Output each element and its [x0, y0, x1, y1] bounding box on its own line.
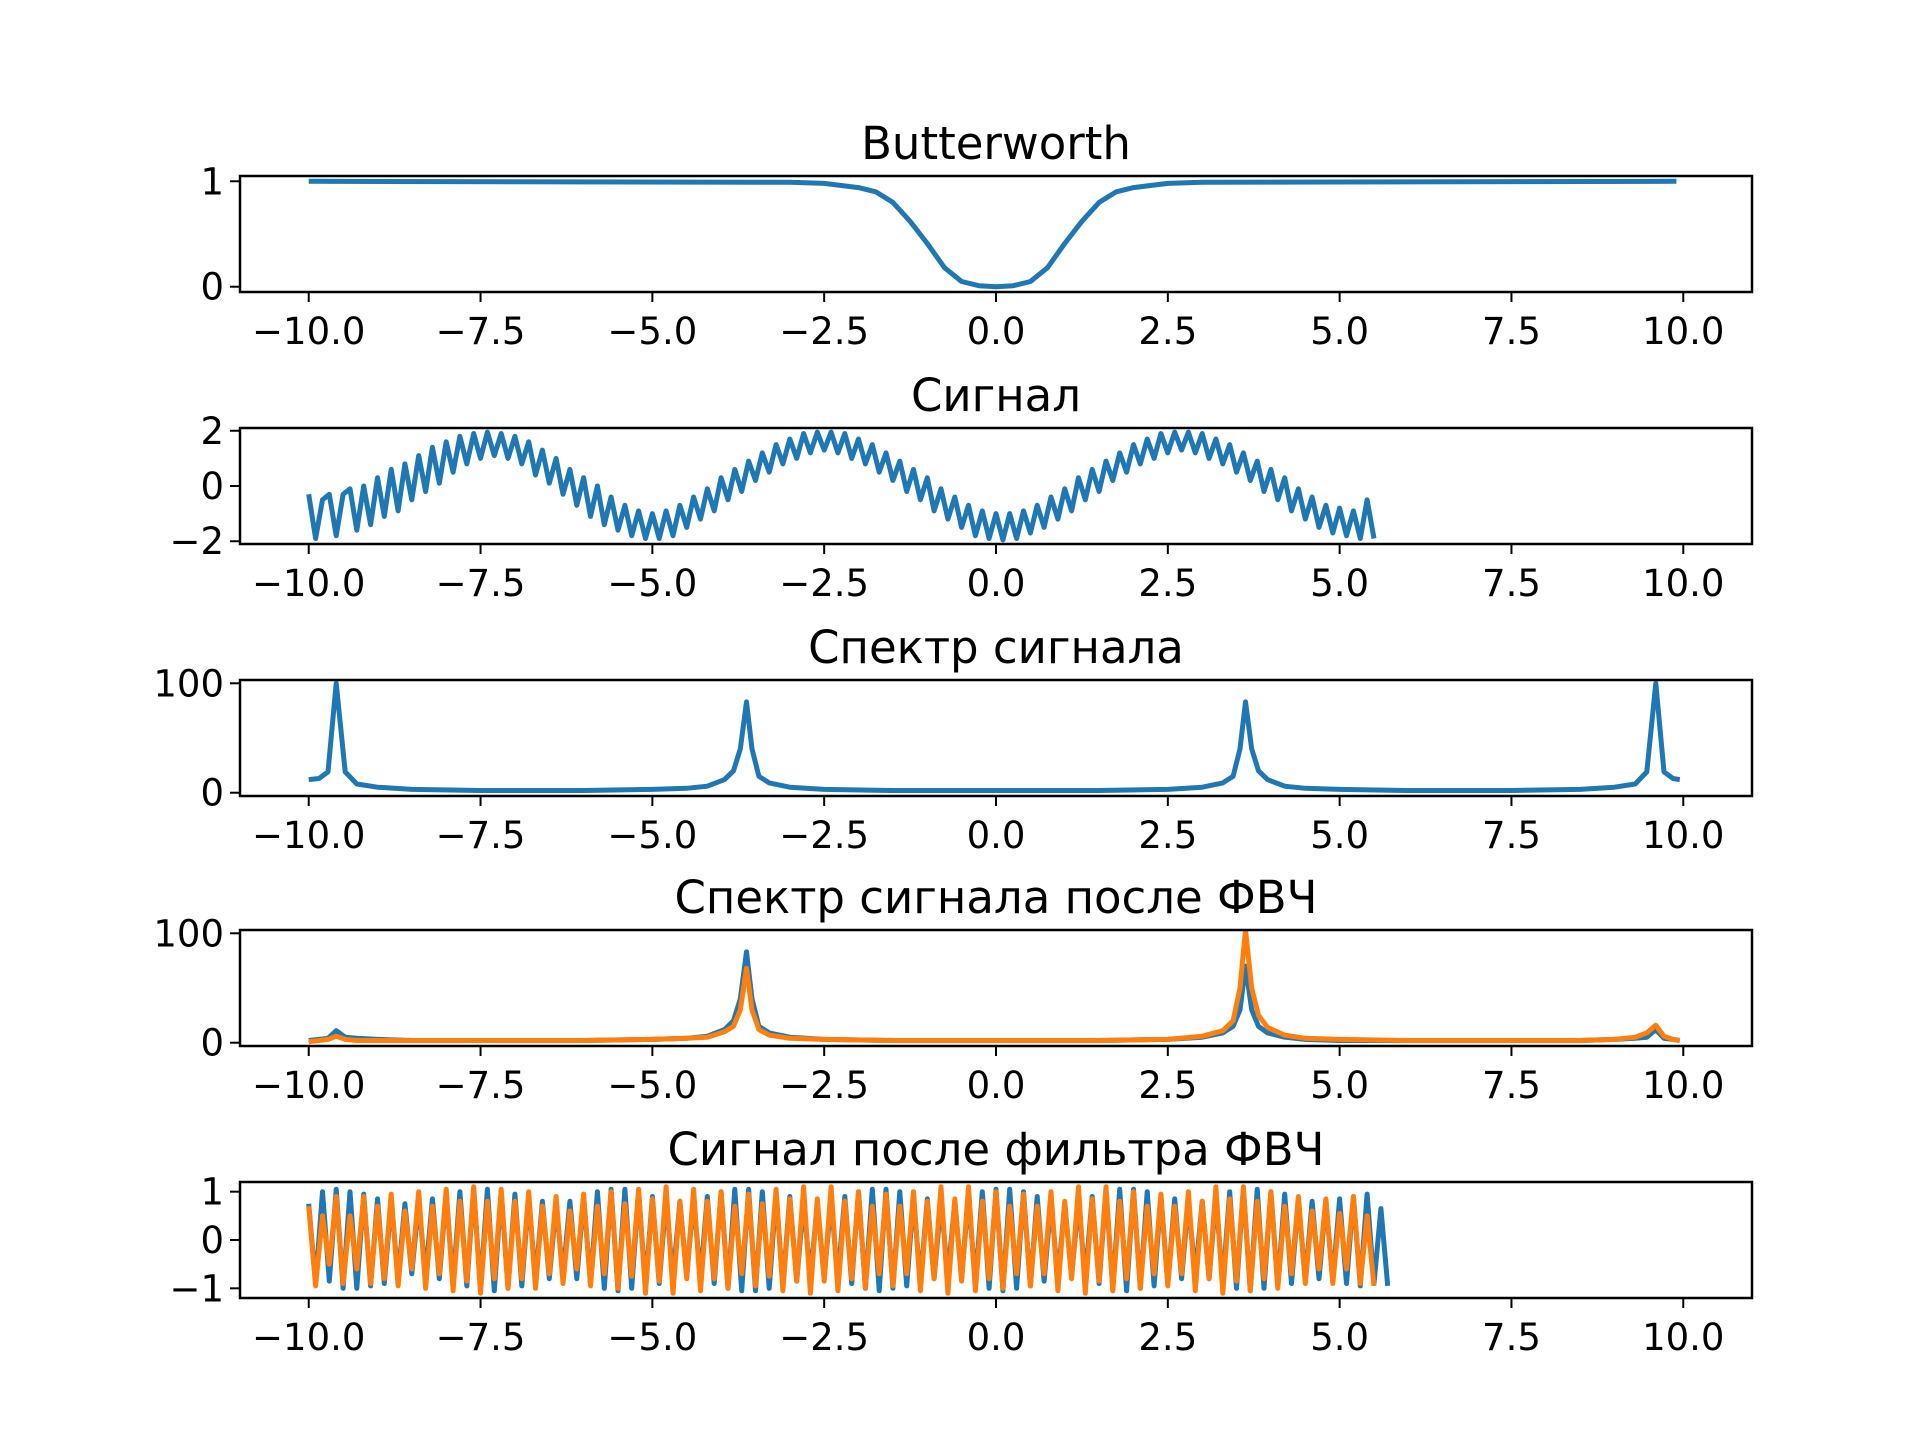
x-tick-label: −5.0 — [607, 310, 697, 353]
x-tick-label: −5.0 — [607, 1064, 697, 1107]
x-tick-label: 5.0 — [1310, 1316, 1369, 1359]
subplot-title: Сигнал после фильтра ФВЧ — [668, 1123, 1325, 1176]
series-line-1 — [308, 680, 1681, 793]
series-line-2 — [306, 1184, 1377, 1296]
x-tick-label: 10.0 — [1642, 1064, 1724, 1107]
subplot-title: Спектр сигнала после ФВЧ — [675, 871, 1318, 924]
y-tick-label: 100 — [153, 912, 224, 955]
x-tick-label: −7.5 — [436, 1064, 526, 1107]
x-tick-label: 10.0 — [1642, 1316, 1724, 1359]
series-line-1 — [306, 429, 1377, 543]
series-line-2 — [308, 930, 1681, 1045]
x-tick-label: −2.5 — [779, 814, 869, 857]
subplot-1: Butterworth −10.0 −7.5 −5.0 −2.5 0.0 2.5 5.0 7.5… — [200, 117, 1754, 353]
x-tick-label: 10.0 — [1642, 814, 1724, 857]
x-tick-label: −7.5 — [436, 562, 526, 605]
x-tick-label: 7.5 — [1482, 1316, 1541, 1359]
x-tick-label: 7.5 — [1482, 310, 1541, 353]
x-tick-label: −7.5 — [436, 1316, 526, 1359]
x-tick-label: −2.5 — [779, 562, 869, 605]
y-tick-label: 1 — [200, 160, 224, 203]
x-tick-label: 0.0 — [967, 814, 1026, 857]
x-tick-label: 7.5 — [1482, 814, 1541, 857]
x-tick-label: 5.0 — [1310, 562, 1369, 605]
subplot-4: Спектр сигнала после ФВЧ −10.0 −7.5 −5.0 −2.… — [153, 871, 1754, 1107]
x-tick-label: 0.0 — [967, 1316, 1026, 1359]
x-tick-label: 0.0 — [967, 562, 1026, 605]
series-line-1 — [308, 178, 1677, 290]
subplot-3: Спектр сигнала −10.0 −7.5 −5.0 −2.5 0.0 2.5 5.0… — [153, 621, 1754, 857]
y-tick-label: 0 — [200, 465, 224, 508]
x-tick-label: 2.5 — [1138, 1316, 1197, 1359]
y-tick-label: 100 — [153, 662, 224, 705]
x-tick-label: 2.5 — [1138, 1064, 1197, 1107]
y-tick-label: 0 — [200, 772, 224, 815]
x-tick-label: −10.0 — [252, 1316, 365, 1359]
subplot-title: Сигнал — [911, 369, 1081, 422]
x-tick-label: −10.0 — [252, 814, 365, 857]
x-tick-label: −2.5 — [779, 1064, 869, 1107]
x-tick-label: 2.5 — [1138, 562, 1197, 605]
y-tick-label: 0 — [200, 1219, 224, 1262]
y-tick-label: −2 — [169, 520, 224, 563]
subplot-title: Спектр сигнала — [808, 621, 1184, 674]
x-tick-label: 10.0 — [1642, 310, 1724, 353]
x-tick-label: 2.5 — [1138, 814, 1197, 857]
x-tick-label: −5.0 — [607, 562, 697, 605]
x-tick-label: 2.5 — [1138, 310, 1197, 353]
x-tick-label: 5.0 — [1310, 310, 1369, 353]
x-tick-label: 5.0 — [1310, 814, 1369, 857]
x-tick-label: −2.5 — [779, 310, 869, 353]
x-tick-label: −10.0 — [252, 1064, 365, 1107]
x-tick-label: −10.0 — [252, 562, 365, 605]
subplot-2: Сигнал −10.0 −7.5 −5.0 −2.5 0.0 2.5 5.0 7.5 10.0 −… — [169, 369, 1754, 605]
y-tick-label: 0 — [200, 1022, 224, 1065]
y-tick-label: 1 — [200, 1171, 224, 1214]
x-tick-label: 0.0 — [967, 310, 1026, 353]
x-tick-label: −7.5 — [436, 814, 526, 857]
x-tick-label: −10.0 — [252, 310, 365, 353]
x-tick-label: 7.5 — [1482, 562, 1541, 605]
x-tick-label: −7.5 — [436, 310, 526, 353]
x-tick-label: 0.0 — [967, 1064, 1026, 1107]
subplot-title: Butterworth — [861, 117, 1131, 170]
x-tick-label: −2.5 — [779, 1316, 869, 1359]
x-tick-label: 7.5 — [1482, 1064, 1541, 1107]
y-tick-label: −1 — [169, 1267, 224, 1310]
x-tick-label: −5.0 — [607, 814, 697, 857]
y-tick-label: 2 — [200, 410, 224, 453]
subplot-5: Сигнал после фильтра ФВЧ−10.0 −7.5 −5.0 −2.… — [169, 1123, 1754, 1359]
x-tick-label: 10.0 — [1642, 562, 1724, 605]
x-tick-label: −5.0 — [607, 1316, 697, 1359]
x-tick-label: 5.0 — [1310, 1064, 1369, 1107]
y-tick-label: 0 — [200, 266, 224, 309]
